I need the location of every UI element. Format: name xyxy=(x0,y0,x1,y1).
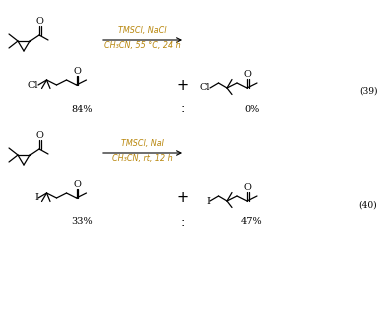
Text: (39): (39) xyxy=(359,86,377,95)
Text: O: O xyxy=(244,70,252,79)
Text: 0%: 0% xyxy=(244,105,260,114)
Text: 84%: 84% xyxy=(71,105,93,114)
Text: CH₃CN, rt, 12 h: CH₃CN, rt, 12 h xyxy=(112,154,173,163)
Text: O: O xyxy=(244,183,252,192)
Text: :: : xyxy=(181,102,185,115)
Text: +: + xyxy=(177,78,189,93)
Text: I: I xyxy=(34,193,38,203)
Text: O: O xyxy=(36,131,44,140)
Text: (40): (40) xyxy=(359,201,377,209)
Text: 33%: 33% xyxy=(71,218,93,227)
Text: Cl: Cl xyxy=(200,84,210,93)
Text: O: O xyxy=(74,180,81,189)
Text: CH₃CN, 55 °C, 24 h: CH₃CN, 55 °C, 24 h xyxy=(104,41,181,50)
Text: O: O xyxy=(74,67,81,76)
Text: :: : xyxy=(181,215,185,228)
Text: +: + xyxy=(177,191,189,206)
Text: Cl: Cl xyxy=(28,80,38,90)
Text: 47%: 47% xyxy=(241,218,263,227)
Text: TMSCl, NaI: TMSCl, NaI xyxy=(121,139,164,148)
Text: I: I xyxy=(206,197,210,206)
Text: TMSCl, NaCl: TMSCl, NaCl xyxy=(118,26,167,35)
Text: O: O xyxy=(36,17,44,26)
